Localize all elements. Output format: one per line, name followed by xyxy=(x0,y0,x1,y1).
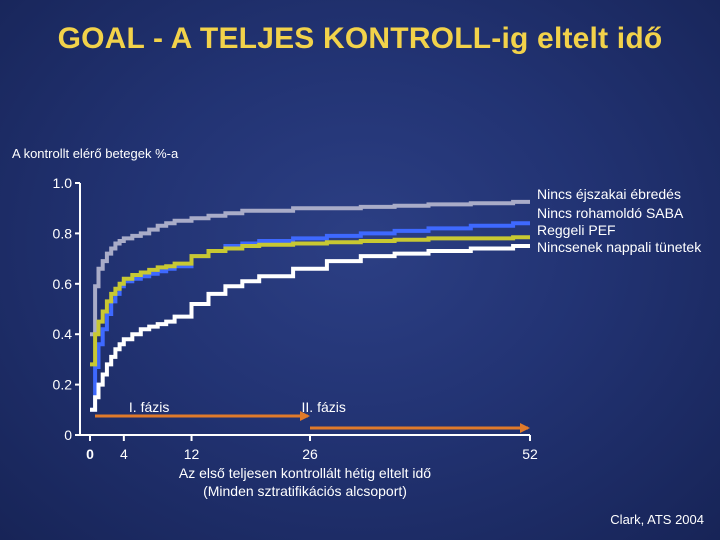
series-line-1 xyxy=(90,199,530,337)
x-axis-label-line1: Az első teljesen kontrollált hétig eltel… xyxy=(179,465,431,481)
source-citation: Clark, ATS 2004 xyxy=(610,512,704,527)
x-tick-label: 12 xyxy=(184,446,200,462)
y-tick-label: 0.2 xyxy=(53,377,73,393)
x-tick-label: 4 xyxy=(120,446,128,462)
y-tick-label: 0.6 xyxy=(53,276,73,292)
legend-label-1: Nincs éjszakai ébredés xyxy=(537,186,681,202)
series-group xyxy=(90,199,530,412)
series-line-2 xyxy=(90,221,530,412)
x-axis-label-line2: (Minden sztratifikációs alcsoport) xyxy=(203,483,407,499)
phase-label-1: I. fázis xyxy=(129,399,169,415)
page-title: GOAL - A TELJES KONTROLL-ig eltelt idő xyxy=(57,22,663,55)
y-tick-label: 0.8 xyxy=(53,225,73,241)
legend: Nincs éjszakai ébredés Nincs rohamoldó SA… xyxy=(537,186,702,255)
legend-label-4: Nincsenek nappali tünetek xyxy=(537,239,702,255)
y-axis-label: A kontrollt elérő betegek %-a xyxy=(12,146,179,161)
phase-label-2: II. fázis xyxy=(302,399,346,415)
y-tick-label: 0 xyxy=(64,427,72,443)
y-tick-label: 0.4 xyxy=(53,326,73,342)
axis-ticks: 0 0.2 0.4 0.6 0.8 1.0 0 4 12 26 52 xyxy=(53,175,538,462)
x-tick-label: 52 xyxy=(522,446,538,462)
series-line-4 xyxy=(90,244,530,412)
legend-label-2: Nincs rohamoldó SABA xyxy=(537,205,684,221)
series-line-3 xyxy=(90,235,530,367)
legend-label-3: Reggeli PEF xyxy=(537,222,616,238)
x-tick-label: 26 xyxy=(302,446,318,462)
y-tick-label: 1.0 xyxy=(53,175,73,191)
x-tick-label: 0 xyxy=(86,446,94,462)
phase-arrows: I. fázis II. fázis xyxy=(95,399,530,433)
